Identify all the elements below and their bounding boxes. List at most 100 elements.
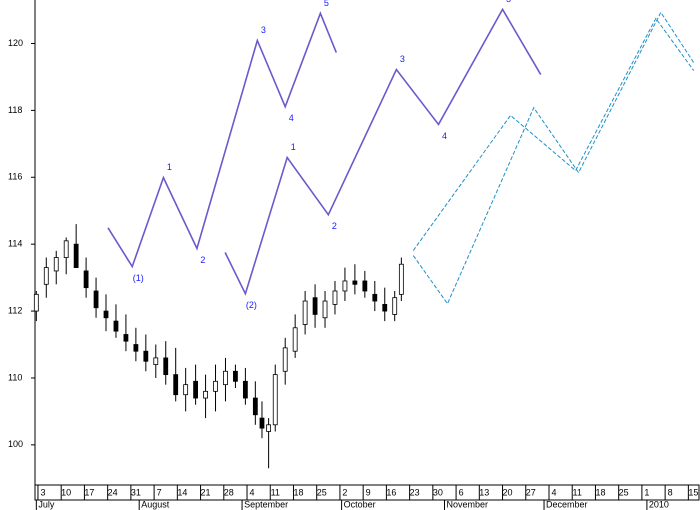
candle-body (272, 374, 278, 426)
wave-line (224, 7, 542, 296)
x-tick-label: 8 (668, 487, 673, 497)
wave-label: 3 (261, 25, 266, 35)
wave-label: 3 (400, 54, 405, 64)
y-tick-label: 100 (8, 439, 23, 449)
x-tick-label: 11 (271, 487, 280, 497)
wave-label: (1) (133, 273, 144, 283)
month-label: September (244, 499, 288, 509)
candle-body (392, 297, 398, 315)
x-tick-label: 9 (366, 487, 371, 497)
x-tick-label: 13 (479, 487, 489, 497)
month-label: December (546, 499, 588, 509)
x-tick-label: 10 (61, 487, 71, 497)
x-tick-label: 20 (503, 487, 513, 497)
x-tick-label: 28 (224, 487, 234, 497)
x-tick-label: 16 (386, 487, 396, 497)
x-tick-label: 1 (644, 487, 649, 497)
candle-body (73, 243, 79, 268)
wave-line (107, 11, 338, 269)
candle-body (372, 293, 378, 302)
candle-body (153, 357, 159, 365)
candle-body (259, 417, 265, 429)
candle-body (113, 320, 119, 332)
x-tick-label: 2 (342, 487, 347, 497)
wave-line (412, 17, 695, 251)
candle-body (312, 297, 318, 315)
candle-body (266, 424, 272, 432)
candle-body (53, 257, 59, 272)
candle-body (163, 357, 169, 376)
x-tick-label: 4 (250, 487, 255, 497)
x-tick-label: 25 (317, 487, 327, 497)
x-tick-label: 11 (573, 487, 582, 497)
x-tick-label: 21 (201, 487, 211, 497)
candle-body (252, 397, 258, 416)
candle-body (63, 240, 69, 258)
x-tick-label: 24 (108, 487, 118, 497)
x-tick-label: 17 (84, 487, 94, 497)
month-label: 2010 (649, 499, 669, 509)
candle-body (223, 370, 228, 386)
candle-body (362, 280, 368, 292)
x-tick-label: 18 (595, 487, 605, 497)
wave-label: 2 (332, 221, 337, 231)
candle-body (398, 263, 404, 295)
x-tick-label: 30 (433, 487, 443, 497)
month-label: November (446, 499, 488, 509)
wave-label: 1 (167, 162, 172, 172)
x-tick-label: 15 (688, 487, 698, 497)
candle-body (242, 380, 248, 399)
candle-body (302, 300, 308, 325)
candle-body (183, 384, 189, 396)
wave-label: 5 (324, 0, 329, 8)
candle-body (33, 293, 39, 312)
candle-body (382, 303, 388, 312)
x-tick-label: 6 (459, 487, 464, 497)
wave-label: 1 (291, 142, 296, 152)
x-tick-label: 18 (293, 487, 303, 497)
x-tick-label: 4 (551, 487, 556, 497)
x-tick-label: 25 (619, 487, 629, 497)
x-tick-label: 31 (131, 487, 141, 497)
x-tick-label: 14 (177, 487, 187, 497)
candle-body (123, 334, 129, 342)
candle-body (332, 290, 338, 305)
candle-body (233, 370, 238, 382)
candle-body (282, 347, 288, 372)
x-tick-label: 3 (40, 487, 45, 497)
wave-label: 4 (442, 131, 447, 141)
wave-label: (2) (246, 300, 257, 310)
candle-body (213, 380, 218, 392)
wave-label: 2 (200, 255, 205, 265)
candle-body (203, 390, 208, 399)
y-tick-label: 118 (8, 105, 22, 115)
candle-body (352, 280, 358, 285)
x-tick-label: 7 (157, 487, 162, 497)
month-label: October (344, 499, 376, 509)
y-tick-label: 112 (8, 305, 22, 315)
x-tick-label: 27 (526, 487, 536, 497)
month-label: July (38, 499, 55, 509)
candle-body (143, 350, 149, 362)
candle-body (43, 267, 49, 285)
candle-body (193, 380, 199, 399)
wave-label: 5 (506, 0, 511, 4)
wave-label: 4 (289, 113, 294, 123)
month-label: August (141, 499, 170, 509)
y-tick-label: 114 (8, 239, 22, 249)
x-tick-label: 23 (410, 487, 420, 497)
candle-body (133, 344, 139, 352)
candle-body (173, 374, 179, 396)
candle-body (93, 290, 99, 309)
candle-body (342, 280, 348, 292)
wave-line (412, 11, 695, 305)
candle-body (83, 270, 89, 289)
y-tick-label: 110 (8, 372, 22, 382)
y-tick-label: 120 (8, 38, 23, 48)
candle-body (322, 300, 328, 319)
candle-body (103, 310, 109, 319)
candle-body (292, 327, 298, 352)
y-tick-label: 116 (8, 172, 22, 182)
x-axis-strip (34, 484, 700, 501)
